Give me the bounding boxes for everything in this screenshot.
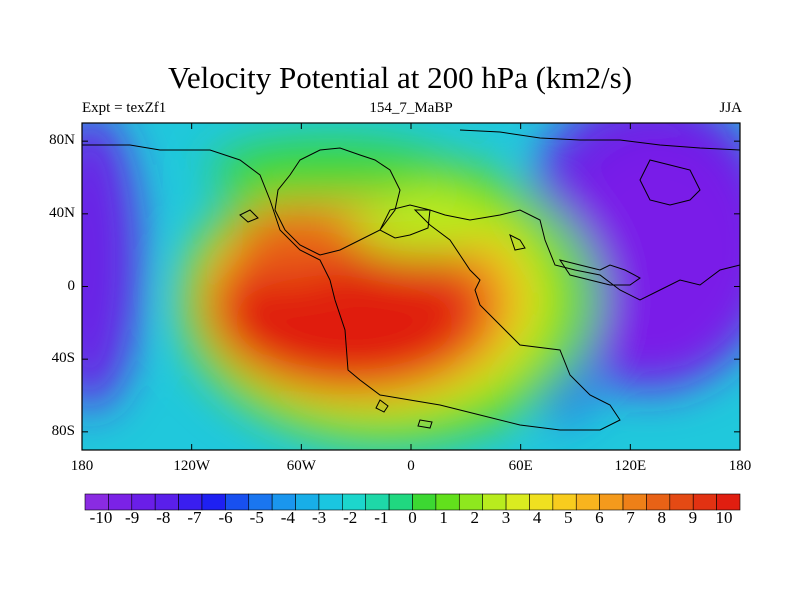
- colorbar-label: -4: [280, 508, 295, 527]
- lat-tick-marks: [82, 140, 740, 433]
- colorbar-label: -10: [89, 508, 113, 527]
- colorbar-label: 6: [595, 508, 604, 527]
- lon-tick-label: 60W: [286, 458, 316, 474]
- colorbar-label: 5: [564, 508, 573, 527]
- lat-tick-label: 40S: [51, 350, 75, 367]
- colorbar-label: 3: [501, 508, 511, 527]
- lon-tick-label: 0: [407, 458, 415, 474]
- lat-tick-label: 80S: [51, 422, 75, 439]
- lon-tick-label: 180: [728, 458, 752, 474]
- lon-tick-label: 120W: [173, 458, 210, 474]
- lon-tick-label: 180: [70, 458, 94, 474]
- colorbar-label: 8: [657, 508, 666, 527]
- colorbar-label: 2: [470, 508, 480, 527]
- lat-tick-label: 40N: [49, 204, 75, 221]
- lon-tick-marks: [81, 123, 741, 450]
- velocity-potential-field: [82, 123, 740, 450]
- coastline: [82, 129, 740, 431]
- colorbar-label: -3: [311, 508, 327, 527]
- experiment-label: Expt = texZf1: [82, 100, 167, 116]
- lon-tick-label: 120E: [614, 458, 647, 474]
- colorbar-label: -8: [156, 508, 171, 527]
- colorbar-label: 9: [688, 508, 698, 527]
- lat-tick-label: 80N: [49, 132, 75, 149]
- colorbar-label: -2: [343, 508, 358, 527]
- colorbar-label: -9: [125, 508, 140, 527]
- season-label: JJA: [719, 100, 742, 116]
- colorbar-label: -5: [249, 508, 264, 527]
- colorbar-label: -6: [218, 508, 233, 527]
- colorbar-label: 1: [439, 508, 448, 527]
- colorbar-label: 4: [532, 508, 542, 527]
- plot-title: Velocity Potential at 200 hPa (km2/s): [167, 60, 633, 95]
- lon-tick-label: 60E: [508, 458, 533, 474]
- colorbar-label: -1: [374, 508, 389, 527]
- colorbar-box: [716, 493, 741, 511]
- colorbar-label: -7: [187, 508, 202, 527]
- lat-tick-label: 0: [67, 277, 76, 294]
- colorbar-label: 7: [626, 508, 635, 527]
- colorbar-label: 0: [408, 508, 417, 527]
- case-label: 154_7_MaBP: [369, 100, 453, 116]
- colorbar-label: 10: [715, 508, 733, 527]
